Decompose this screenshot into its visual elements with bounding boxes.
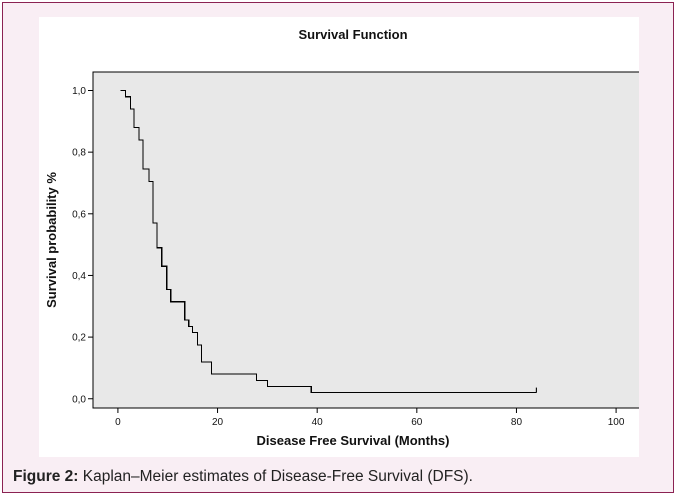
y-tick-label: 0,6 (72, 209, 86, 220)
figure-caption: Figure 2: Kaplan–Meier estimates of Dise… (13, 468, 473, 486)
y-tick-label: 1,0 (72, 86, 86, 97)
caption-text: Kaplan–Meier estimates of Disease-Free S… (78, 468, 473, 485)
y-tick-label: 0,8 (72, 148, 86, 159)
x-axis-label: Disease Free Survival (Months) (257, 433, 450, 448)
figure-frame: Survival Function 0,0 0,2 0,4 0,6 0,8 1,0 0 20 40… (2, 2, 674, 493)
y-axis-label: Survival probability % (44, 172, 59, 308)
chart-title: Survival Function (298, 27, 407, 42)
plot-background (92, 71, 639, 409)
y-tick-label: 0,0 (72, 394, 86, 405)
x-tick-label: 100 (608, 417, 625, 428)
caption-label: Figure 2: (13, 468, 79, 485)
chart-area: Survival Function 0,0 0,2 0,4 0,6 0,8 1,0 0 20 40… (39, 17, 639, 457)
survival-chart: Survival Function 0,0 0,2 0,4 0,6 0,8 1,0 0 20 40… (44, 27, 639, 448)
x-tick-label: 80 (511, 417, 523, 428)
y-tick-label: 0,4 (72, 271, 86, 282)
x-tick-label: 20 (212, 417, 224, 428)
x-tick-label: 60 (411, 417, 423, 428)
survival-step-line (120, 89, 537, 394)
y-tick-label: 0,2 (72, 333, 86, 344)
x-tick-label: 0 (115, 417, 121, 428)
x-tick-label: 40 (312, 417, 324, 428)
